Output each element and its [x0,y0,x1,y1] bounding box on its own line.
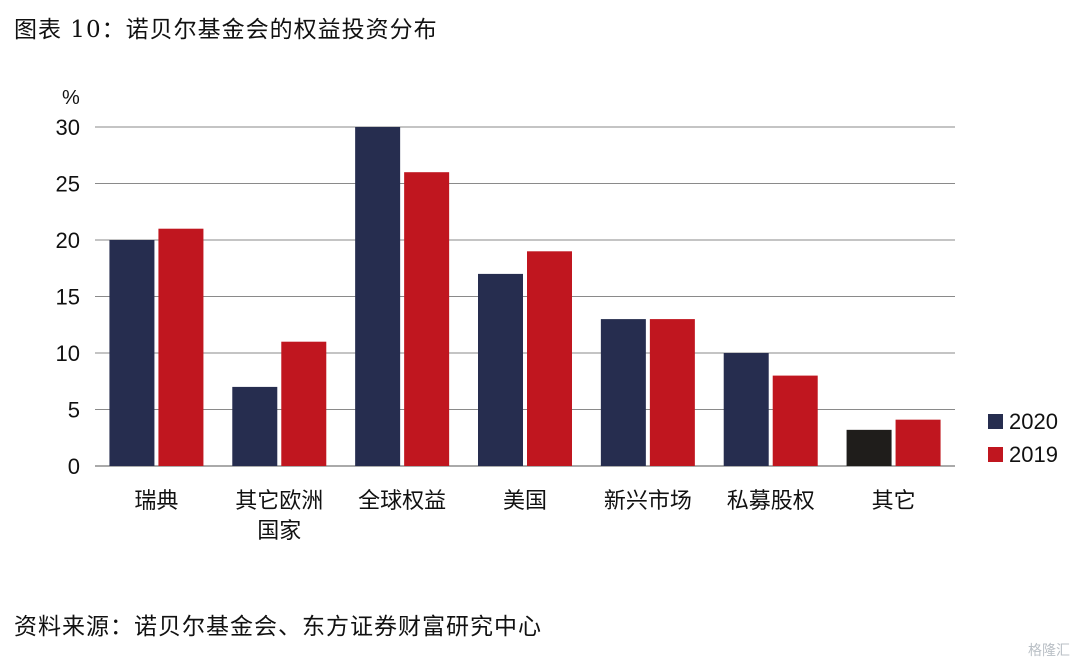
bars [109,127,941,466]
x-category-label: 国家 [257,519,301,544]
y-tick-label: 5 [68,398,80,423]
y-tick-label: 20 [56,228,80,253]
source-note: 资料来源：诺贝尔基金会、东方证券财富研究中心 [14,614,542,640]
bar-2019 [527,251,572,466]
x-category-label: 其它欧洲 [235,489,323,514]
y-tick-label: 25 [56,172,80,197]
legend-swatch [988,447,1003,462]
y-tick-label: 0 [68,454,80,479]
bar-2019 [649,319,695,466]
bar-2020 [723,353,769,466]
legend-swatch [988,414,1003,429]
gridlines [95,126,955,467]
y-tick-label: 10 [56,341,80,366]
figure-title: 图表 10：诺贝尔基金会的权益投资分布 [14,17,438,43]
bar-2020 [478,273,523,466]
bar-2019 [281,341,327,466]
bar-2019 [404,172,450,466]
x-category-label: 私募股权 [727,489,815,514]
x-category-label: 美国 [503,489,547,514]
x-category-label: 其它 [872,489,916,514]
bar-2019 [895,419,941,466]
y-axis-ticks: 0 5 10 15 20 25 30 [56,115,80,479]
y-axis-unit-label: % [62,87,80,109]
bar-2020 [600,319,646,466]
watermark-logo: 格隆汇 [1028,643,1070,659]
bar-2019 [158,228,204,466]
x-category-label: 瑞典 [134,489,178,514]
x-category-label: 新兴市场 [604,489,692,514]
legend-label: 2020 [1009,409,1058,434]
legend-label: 2019 [1009,442,1058,467]
y-tick-label: 30 [56,115,80,140]
bar-2020 [109,240,155,466]
legend: 2020 2019 [988,409,1058,467]
bar-2020 [232,386,278,466]
bar-2020 [846,429,892,466]
x-category-label: 全球权益 [358,489,446,514]
bar-2019 [772,375,818,466]
bar-2020 [355,127,401,466]
y-tick-label: 15 [56,285,80,310]
